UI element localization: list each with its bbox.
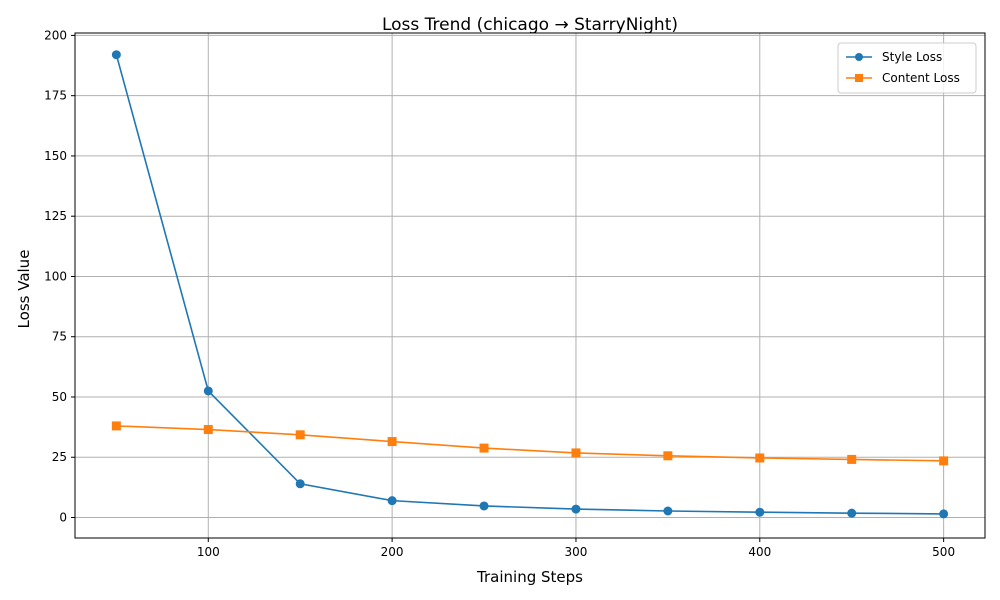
series-layer — [111, 50, 949, 519]
data-point — [847, 508, 857, 518]
grid — [75, 33, 985, 538]
x-tick-label: 400 — [748, 545, 771, 559]
series-line — [116, 425, 944, 462]
data-point — [295, 430, 305, 440]
data-point — [387, 437, 397, 447]
y-axis-label: Loss Value — [15, 250, 33, 329]
legend-marker — [855, 74, 863, 82]
y-tick-label: 200 — [44, 28, 67, 42]
data-point — [571, 448, 581, 458]
data-point — [663, 451, 673, 461]
data-point — [295, 479, 305, 489]
legend: Style Loss Content Loss — [837, 42, 977, 94]
legend-label: Content Loss — [882, 71, 960, 85]
data-point — [755, 507, 765, 517]
x-tick-label: 300 — [565, 545, 588, 559]
legend-box — [837, 42, 977, 94]
data-point — [111, 421, 121, 431]
y-tick-label: 125 — [44, 209, 67, 223]
y-tick-label: 25 — [52, 450, 67, 464]
axes: 100 200 300 400 500 0 25 50 75 100 125 150 175 200 — [44, 28, 986, 559]
data-point — [847, 454, 857, 464]
y-tick-label: 175 — [44, 89, 67, 103]
data-point — [939, 509, 949, 519]
data-point — [203, 386, 213, 396]
legend-item: Content Loss — [846, 71, 960, 85]
y-tick-label: 100 — [44, 269, 67, 283]
chart-title: Loss Trend (chicago → StarryNight) — [382, 15, 678, 35]
data-point — [479, 501, 489, 511]
legend-item: Style Loss — [846, 50, 942, 64]
data-point — [755, 453, 765, 463]
y-tick-label: 150 — [44, 149, 67, 163]
x-tick-label: 100 — [197, 545, 220, 559]
series-line — [115, 54, 944, 515]
y-tick-label: 0 — [59, 511, 67, 525]
series-content-loss — [111, 421, 949, 466]
data-point — [203, 425, 213, 435]
legend-label: Style Loss — [882, 50, 942, 64]
data-point — [479, 443, 489, 453]
data-point — [111, 50, 121, 60]
y-tick-label: 50 — [52, 390, 67, 404]
data-point — [939, 456, 949, 466]
legend-marker — [855, 53, 863, 61]
x-axis-label: Training Steps — [476, 568, 583, 586]
x-tick-label: 200 — [381, 545, 404, 559]
data-point — [663, 506, 673, 516]
plot-frame — [74, 32, 986, 539]
y-tick-label: 75 — [52, 330, 67, 344]
x-tick-label: 500 — [932, 545, 955, 559]
series-style-loss — [111, 50, 949, 519]
data-point — [571, 504, 581, 514]
data-point — [387, 496, 397, 506]
